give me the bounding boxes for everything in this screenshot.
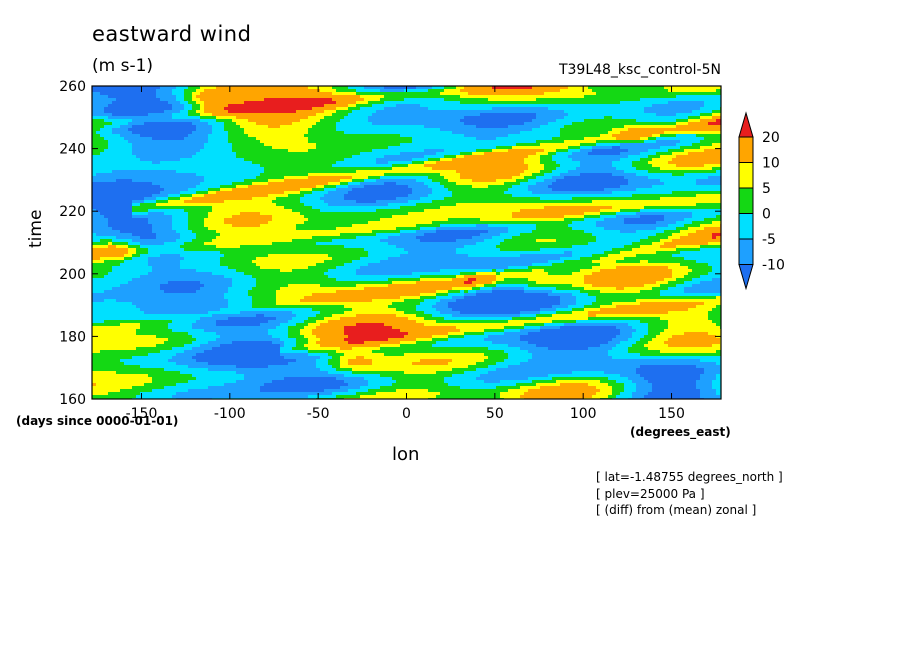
- x-tick-label: -100: [214, 406, 246, 422]
- colorbar-segment: [739, 137, 753, 163]
- colorbar-label: -10: [762, 258, 785, 274]
- x-tick-label: 150: [658, 406, 685, 422]
- colorbar-label: 5: [762, 181, 771, 197]
- x-tick-label: 50: [486, 406, 504, 422]
- colorbar-label: -5: [762, 232, 776, 248]
- colorbar-label: 0: [762, 207, 771, 223]
- x-tick-label: 0: [402, 406, 411, 422]
- y-tick-label: 160: [59, 392, 86, 408]
- colorbar-segment: [739, 239, 753, 265]
- colorbar-segment: [739, 188, 753, 214]
- colorbar: 20 10 5 0 -5 -10: [739, 113, 785, 289]
- x-tick-label: -50: [307, 406, 330, 422]
- colorbar-segment: [739, 163, 753, 189]
- y-tick-label: 180: [59, 329, 86, 345]
- colorbar-top-arrow: [739, 113, 753, 137]
- x-tick-label: -150: [126, 406, 158, 422]
- y-tick-label: 240: [59, 142, 86, 158]
- colorbar-label: 20: [762, 130, 780, 146]
- colorbar-label: 10: [762, 156, 780, 172]
- colorbar-segment: [739, 214, 753, 240]
- y-tick-label: 220: [59, 204, 86, 220]
- y-tick-label: 260: [59, 79, 86, 95]
- heatmap-field: [92, 86, 725, 402]
- y-tick-label: 200: [59, 267, 86, 283]
- colorbar-bottom-arrow: [739, 265, 753, 289]
- x-tick-label: 100: [570, 406, 597, 422]
